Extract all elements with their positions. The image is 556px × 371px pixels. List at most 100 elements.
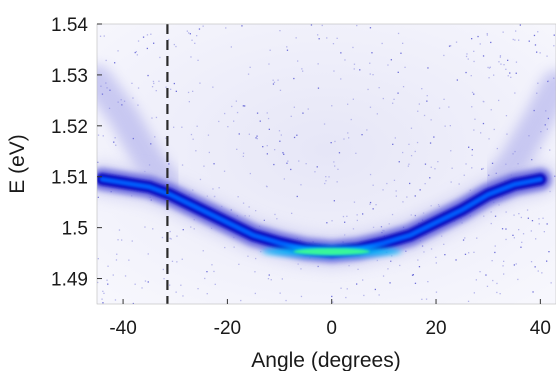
noise-speck [531,220,534,222]
noise-speck [513,237,515,239]
noise-speck [115,144,117,146]
noise-speck [137,40,140,42]
noise-speck [267,278,270,280]
noise-speck [357,268,359,270]
noise-speck [449,125,451,127]
x-tick-label: 0 [326,318,337,339]
noise-speck [498,61,500,63]
noise-speck [287,160,289,162]
noise-speck [517,278,519,281]
noise-speck [553,34,555,36]
noise-speck [530,230,532,232]
noise-speck [414,150,416,153]
noise-speck [387,64,389,66]
noise-speck [450,150,452,152]
noise-speck [333,70,335,72]
noise-speck [146,34,149,36]
noise-speck [176,235,178,237]
noise-speck [362,279,364,281]
noise-speck [206,271,208,273]
noise-speck [345,296,347,299]
noise-speck [367,88,369,91]
noise-speck [293,77,295,80]
noise-speck [423,251,425,253]
noise-speck [506,133,508,135]
noise-speck [97,134,100,136]
noise-speck [546,223,548,225]
noise-speck [242,202,245,204]
noise-speck [203,165,205,167]
noise-speck [238,133,240,135]
noise-speck [434,168,436,170]
noise-speck [493,128,495,131]
noise-speck [181,164,184,166]
noise-speck [471,149,473,151]
noise-speck [270,279,272,281]
noise-speck [353,68,355,70]
noise-speck [225,27,227,29]
noise-speck [114,299,117,301]
noise-speck [352,228,355,230]
noise-speck [300,268,302,270]
x-tick-label: -40 [109,318,136,339]
noise-speck [426,100,428,102]
noise-speck [507,75,509,77]
noise-speck [488,67,491,69]
noise-speck [152,80,155,83]
x-tick-label: 40 [530,318,551,339]
noise-speck [206,293,208,295]
noise-speck [451,167,453,169]
noise-speck [173,43,175,46]
noise-speck [135,51,137,53]
noise-speck [97,258,99,260]
noise-speck [366,129,368,131]
noise-speck [132,302,134,304]
noise-speck [424,183,426,185]
noise-speck [103,292,105,294]
noise-speck [528,40,530,42]
noise-speck [475,279,477,281]
noise-speck [293,136,296,139]
noise-speck [537,82,539,84]
noise-speck [340,287,342,289]
noise-speck [430,166,432,168]
noise-speck [198,28,201,30]
noise-speck [369,62,371,64]
noise-speck [356,283,358,285]
noise-speck [350,118,352,121]
noise-speck [479,43,481,45]
noise-speck [382,189,384,191]
noise-speck [406,196,408,198]
noise-speck [310,24,313,26]
noise-speck [259,120,261,122]
noise-speck [233,120,235,122]
noise-speck [527,217,529,219]
noise-speck [410,127,413,129]
noise-speck [518,229,520,231]
noise-speck [173,126,175,128]
noise-speck [410,155,413,157]
noise-speck [190,56,192,58]
noise-speck [483,101,485,103]
noise-speck [464,237,466,239]
noise-speck [499,293,501,295]
noise-speck [537,31,539,33]
noise-speck [170,238,172,240]
noise-speck [412,274,414,276]
noise-speck [279,89,282,91]
noise-speck [502,31,504,33]
noise-speck [471,154,473,156]
noise-speck [154,136,156,138]
noise-speck [242,152,245,154]
noise-speck [137,104,139,106]
noise-speck [169,237,171,240]
noise-speck [340,52,342,54]
noise-speck [473,251,475,253]
noise-speck [470,75,472,77]
noise-speck [485,274,487,276]
noise-speck [318,38,320,40]
x-tick-label: 20 [425,318,446,339]
noise-speck [463,174,465,176]
noise-speck [534,44,537,46]
noise-speck [171,260,174,262]
